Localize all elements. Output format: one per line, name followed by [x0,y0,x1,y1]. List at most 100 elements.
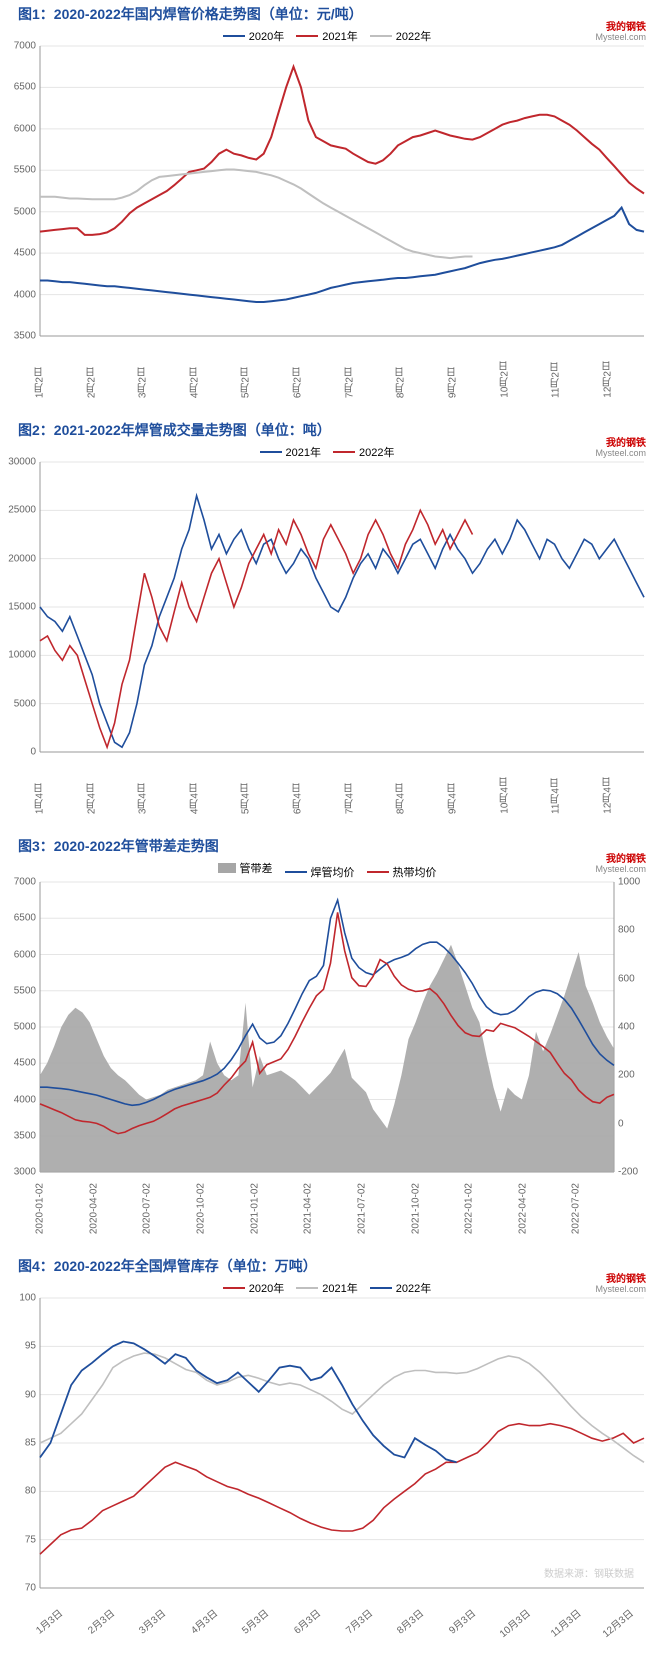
y-tick-label: 10000 [0,650,36,661]
line-series [40,496,644,747]
x-tick-label: 9月2日 [445,367,460,398]
mysteel-logo: 我的钢铁Mysteel.com [595,438,646,459]
legend-item: 焊管均价 [285,864,355,880]
y-tick-label-right: 800 [618,925,654,936]
y-tick-label: 75 [0,1534,36,1545]
x-tick-label: 5月2日 [239,367,254,398]
x-tick-label: 8月4日 [394,783,409,814]
line-series [40,208,644,302]
legend-item: 2020年 [223,1280,284,1296]
x-tick-label: 2020-01-02 [35,1183,46,1234]
y-tick-label: 25000 [0,505,36,516]
x-tick-label: 2020-07-02 [142,1183,153,1234]
legend-item: 热带均价 [367,864,437,880]
x-tick-label: 1月4日 [33,783,48,814]
x-tick-label: 2020-04-02 [88,1183,99,1234]
y-tick-label: 0 [0,747,36,758]
line-series [40,1342,457,1463]
x-tick-label: 2021-07-02 [356,1183,367,1234]
x-tick-label: 6月2日 [291,367,306,398]
y-tick-label-right: 400 [618,1022,654,1033]
legend-item: 2021年 [296,1280,357,1296]
chart4-container: 图4：2020-2022年全国焊管库存（单位：万吨）我的钢铁Mysteel.co… [0,1252,654,1658]
x-tick-label: 2021-10-02 [410,1183,421,1234]
y-tick-label: 95 [0,1341,36,1352]
x-tick-label: 2022-01-02 [464,1183,475,1234]
x-tick-label: 12月2日 [600,361,615,398]
line-series [40,170,473,259]
line-series [40,1353,644,1462]
mysteel-logo: 我的钢铁Mysteel.com [595,1274,646,1295]
y-tick-label: 70 [0,1583,36,1594]
x-tick-label: 10月4日 [497,777,512,814]
legend-item: 2021年 [260,444,321,460]
y-tick-label: 7000 [0,41,36,52]
y-tick-label: 7000 [0,877,36,888]
legend-item: 2022年 [370,1280,431,1296]
y-tick-label: 90 [0,1389,36,1400]
x-tick-label: 7月2日 [342,367,357,398]
legend-item: 管带差 [218,860,273,876]
chart1-legend: 2020年 2021年 2022年 [0,26,654,46]
chart2-container: 图2：2021-2022年焊管成交量走势图（单位：吨）我的钢铁Mysteel.c… [0,416,654,822]
chart4-legend: 2020年 2021年 2022年 [0,1278,654,1298]
y-tick-label: 20000 [0,553,36,564]
y-tick-label: 4500 [0,1058,36,1069]
chart1-container: 图1：2020-2022年国内焊管价格走势图（单位：元/吨）我的钢铁Mystee… [0,0,654,406]
x-tick-label: 2021-01-02 [249,1183,260,1234]
y-tick-label-right: 600 [618,973,654,984]
y-tick-label-right: 200 [618,1070,654,1081]
line-series [40,67,644,235]
chart2-plot: 0500010000150002000025000300001月4日2月4日3月… [40,462,644,752]
x-tick-label: 9月4日 [445,783,460,814]
y-tick-label: 85 [0,1438,36,1449]
y-tick-label: 5000 [0,698,36,709]
line-series [40,900,614,1105]
y-tick-label: 5500 [0,985,36,996]
x-tick-label: 4月2日 [187,367,202,398]
chart3-container: 图3：2020-2022年管带差走势图我的钢铁Mysteel.com管带差焊管均… [0,832,654,1242]
y-tick-label: 4000 [0,1094,36,1105]
chart1-plot: 350040004500500055006000650070001月2日2月2日… [40,46,644,336]
x-tick-label: 5月4日 [239,783,254,814]
x-tick-label: 2021-04-02 [303,1183,314,1234]
mysteel-logo: 我的钢铁Mysteel.com [595,854,646,875]
y-tick-label: 6000 [0,123,36,134]
y-tick-label: 5000 [0,1022,36,1033]
y-tick-label: 15000 [0,602,36,613]
chart2-legend: 2021年2022年 [0,442,654,462]
y-tick-label: 6500 [0,82,36,93]
x-tick-label: 8月2日 [394,367,409,398]
y-tick-label: 100 [0,1293,36,1304]
x-tick-label: 10月2日 [497,361,512,398]
line-series [40,510,473,747]
x-tick-label: 6月4日 [291,783,306,814]
chart4-title: 图4：2020-2022年全国焊管库存（单位：万吨） [0,1252,654,1278]
x-tick-label: 2020-10-02 [195,1183,206,1234]
y-tick-label: 30000 [0,457,36,468]
chart2-title: 图2：2021-2022年焊管成交量走势图（单位：吨） [0,416,654,442]
x-tick-label: 12月4日 [600,777,615,814]
legend-item: 2022年 [370,28,431,44]
x-tick-label: 11月2日 [549,362,564,398]
chart1-title: 图1：2020-2022年国内焊管价格走势图（单位：元/吨） [0,0,654,26]
y-tick-label-right: -200 [618,1167,654,1178]
y-tick-label: 3500 [0,331,36,342]
y-tick-label: 5500 [0,165,36,176]
y-tick-label-right: 1000 [618,877,654,888]
x-tick-label: 2022-07-02 [571,1183,582,1234]
legend-item: 2020年 [223,28,284,44]
y-tick-label: 6000 [0,949,36,960]
x-tick-label: 2月4日 [84,783,99,814]
x-tick-label: 2022-04-02 [517,1183,528,1234]
y-tick-label: 3500 [0,1130,36,1141]
x-tick-label: 2月2日 [84,367,99,398]
chart4-plot: 7075808590951001月3日2月3日3月3日4月3日5月3日6月3日7… [40,1298,644,1588]
y-tick-label: 80 [0,1486,36,1497]
source-note: 数据来源：钢联数据 [544,1565,634,1580]
x-tick-label: 3月2日 [136,367,151,398]
x-tick-label: 1月2日 [33,367,48,398]
chart3-legend: 管带差焊管均价热带均价 [0,858,654,882]
legend-item: 2021年 [296,28,357,44]
x-tick-label: 11月4日 [549,778,564,814]
